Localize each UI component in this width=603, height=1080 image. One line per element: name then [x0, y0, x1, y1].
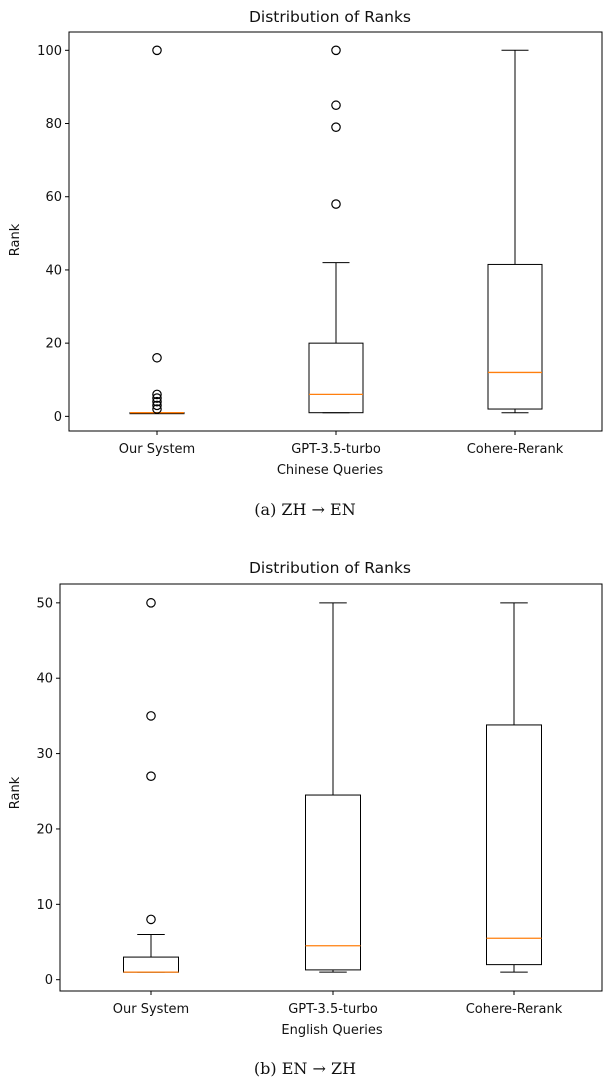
- y-tick-label: 0: [54, 410, 62, 425]
- x-tick-label: Our System: [113, 1002, 189, 1017]
- box: [308, 342, 364, 414]
- outlier-point: [152, 389, 162, 400]
- x-tick-label: Cohere-Rerank: [467, 442, 564, 457]
- x-tick-label: Cohere-Rerank: [466, 1002, 563, 1017]
- chart-title: Distribution of Ranks: [249, 559, 411, 577]
- outlier-point: [152, 396, 162, 407]
- outlier-point: [152, 404, 162, 414]
- y-tick-label: 60: [45, 190, 62, 205]
- y-tick-label: 40: [45, 263, 62, 278]
- box: [123, 956, 179, 973]
- x-axis-label: English Queries: [281, 1023, 382, 1038]
- box: [486, 724, 542, 966]
- y-tick-label: 20: [45, 337, 62, 352]
- x-tick-label: GPT-3.5-turbo: [288, 1002, 378, 1017]
- chart-en-zh: Distribution of Ranks Rank English Queri…: [8, 559, 603, 1078]
- outlier-point: [331, 45, 341, 56]
- y-axis-label: Rank: [8, 223, 23, 256]
- outlier-point: [152, 352, 162, 363]
- outlier-point: [331, 122, 341, 132]
- plot-frame: [59, 583, 603, 992]
- outlier-point: [146, 914, 156, 925]
- y-tick-label: 80: [45, 117, 62, 132]
- y-tick-label: 20: [36, 822, 53, 837]
- chart-zh-en: Distribution of Ranks Rank Chinese Queri…: [8, 8, 603, 519]
- outlier-point: [331, 199, 341, 209]
- figure-caption: (b) EN → ZH: [254, 1059, 356, 1078]
- outlier-point: [146, 598, 156, 608]
- chart-title: Distribution of Ranks: [249, 8, 411, 26]
- y-tick-label: 0: [45, 973, 53, 988]
- outlier-point: [331, 100, 341, 111]
- x-axis-label: Chinese Queries: [277, 463, 383, 478]
- y-axis-label: Rank: [8, 776, 23, 809]
- outlier-point: [152, 45, 162, 56]
- x-tick-label: Our System: [119, 442, 195, 457]
- figure-caption: (a) ZH → EN: [254, 500, 355, 519]
- y-tick-label: 50: [36, 596, 53, 611]
- outlier-point: [146, 771, 156, 781]
- plot-frame: [68, 31, 603, 432]
- box: [305, 794, 361, 971]
- y-tick-label: 10: [36, 898, 53, 913]
- y-tick-label: 30: [36, 747, 53, 762]
- y-tick-label: 100: [37, 44, 62, 59]
- outlier-point: [146, 711, 156, 721]
- box: [487, 263, 543, 410]
- x-tick-label: GPT-3.5-turbo: [291, 442, 381, 457]
- y-tick-label: 40: [36, 672, 53, 687]
- outlier-point: [152, 393, 162, 403]
- outlier-point: [152, 400, 162, 411]
